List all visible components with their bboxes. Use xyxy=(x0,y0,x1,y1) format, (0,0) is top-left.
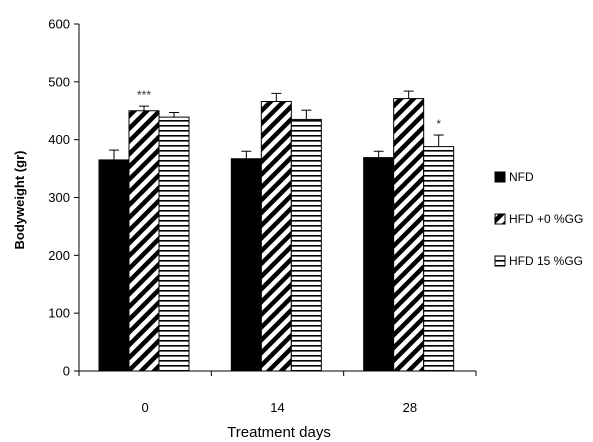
x-axis-title: Treatment days xyxy=(227,424,331,441)
significance-marker: *** xyxy=(137,88,151,102)
bar xyxy=(393,98,425,372)
y-tick-label: 600 xyxy=(48,17,70,32)
legend-label: NFD xyxy=(509,170,534,184)
significance-marker: * xyxy=(436,117,441,131)
x-tick-label: 28 xyxy=(403,400,417,415)
bar xyxy=(128,110,160,372)
bar xyxy=(158,116,190,372)
y-tick-label: 400 xyxy=(48,132,70,147)
x-tick-label: 0 xyxy=(142,400,149,415)
bar xyxy=(260,100,292,372)
bar xyxy=(230,158,262,372)
y-tick-label: 300 xyxy=(48,190,70,205)
bar xyxy=(290,118,322,372)
y-tick-label: 100 xyxy=(48,306,70,321)
annotations-group: **** xyxy=(137,88,441,131)
legend-swatch xyxy=(494,171,506,183)
y-axis-title: Bodyweight (gr) xyxy=(12,151,27,250)
bar xyxy=(98,159,130,372)
bars-group xyxy=(98,98,455,372)
y-axis: 0 100 200 300 400 500 600 xyxy=(48,17,80,379)
x-axis: 0 14 28 xyxy=(78,370,477,415)
bar xyxy=(363,157,395,372)
legend: NFD HFD +0 %GG HFD 15 %GG xyxy=(494,170,583,268)
y-tick-label: 0 xyxy=(63,364,70,379)
error-bars-group xyxy=(109,90,444,160)
y-tick-label: 500 xyxy=(48,74,70,89)
legend-label: HFD 15 %GG xyxy=(509,254,583,268)
x-tick-label: 14 xyxy=(270,400,284,415)
bar xyxy=(423,146,455,372)
y-tick-label: 200 xyxy=(48,248,70,263)
legend-swatch xyxy=(494,213,506,225)
legend-swatch xyxy=(494,255,506,267)
legend-label: HFD +0 %GG xyxy=(509,212,583,226)
